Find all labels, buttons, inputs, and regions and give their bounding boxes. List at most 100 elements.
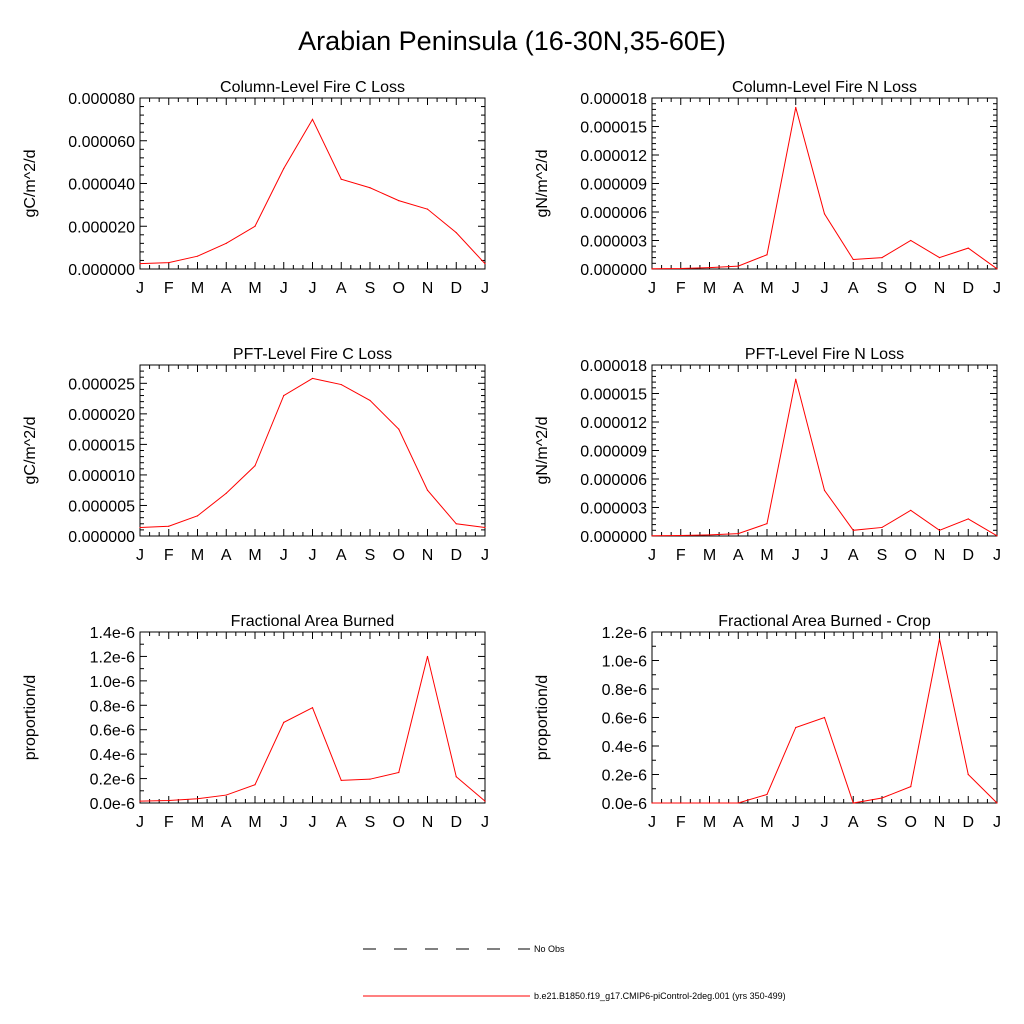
x-tick-label: N xyxy=(934,547,946,564)
y-tick-label: 1.2e-6 xyxy=(602,625,647,642)
x-tick-label: M xyxy=(248,280,261,297)
x-tick-label: S xyxy=(365,814,376,831)
y-tick-label: 0.8e-6 xyxy=(602,682,647,699)
data-point xyxy=(340,383,342,386)
x-tick-label: F xyxy=(676,814,686,831)
x-tick-label: N xyxy=(422,280,434,297)
data-point xyxy=(484,800,486,802)
x-tick-label: A xyxy=(733,814,744,831)
data-point xyxy=(766,523,768,525)
y-tick-label: 0.000009 xyxy=(580,177,647,194)
panel-title: PFT-Level Fire N Loss xyxy=(745,346,904,363)
data-point xyxy=(225,242,227,244)
y-tick-label: 0.4e-6 xyxy=(602,739,647,756)
data-point xyxy=(426,208,429,210)
data-point xyxy=(852,258,854,261)
series-line xyxy=(139,118,486,265)
x-tick-label: A xyxy=(336,280,347,297)
data-point xyxy=(938,529,941,531)
data-point xyxy=(910,239,912,242)
x-tick-label: D xyxy=(450,547,462,564)
data-point xyxy=(910,509,912,511)
x-tick-label: O xyxy=(393,814,405,831)
x-tick-label: M xyxy=(703,280,716,297)
data-point xyxy=(139,263,141,265)
data-point xyxy=(398,428,400,430)
data-point xyxy=(426,489,429,491)
x-tick-label: F xyxy=(676,547,686,564)
x-tick-label: N xyxy=(422,814,434,831)
x-tick-label: A xyxy=(221,280,232,297)
data-point xyxy=(651,535,653,537)
x-tick-label: A xyxy=(733,280,744,297)
data-point xyxy=(311,118,314,120)
data-point xyxy=(196,798,199,800)
y-tick-label: 0.000000 xyxy=(68,262,135,279)
series-line xyxy=(652,639,998,804)
data-point xyxy=(283,394,285,397)
y-tick-label: 0.2e-6 xyxy=(602,768,647,785)
x-tick-label: J xyxy=(792,814,800,831)
data-point xyxy=(766,254,768,256)
y-tick-label: 0.8e-6 xyxy=(90,698,135,715)
data-point xyxy=(680,802,682,804)
y-tick-label: 0.000000 xyxy=(68,529,135,546)
x-tick-label: D xyxy=(962,280,974,297)
x-tick-label: J xyxy=(821,547,829,564)
x-tick-label: J xyxy=(993,814,1001,831)
x-tick-label: J xyxy=(648,814,656,831)
data-point xyxy=(283,721,285,723)
y-tick-label: 1.2e-6 xyxy=(90,649,135,666)
x-tick-label: N xyxy=(422,547,434,564)
data-point xyxy=(996,535,998,537)
data-point xyxy=(737,802,739,804)
x-tick-label: J xyxy=(309,280,317,297)
plot-frame xyxy=(139,364,486,537)
data-point xyxy=(225,492,227,494)
x-tick-label: A xyxy=(221,547,232,564)
data-point xyxy=(766,793,768,796)
x-tick-label: J xyxy=(648,547,656,564)
data-point xyxy=(455,776,457,778)
data-point xyxy=(823,716,826,719)
data-point xyxy=(484,263,486,265)
data-point xyxy=(398,771,400,774)
data-point xyxy=(168,261,170,264)
y-tick-label: 0.4e-6 xyxy=(90,747,135,764)
data-point xyxy=(680,534,682,537)
x-tick-label: M xyxy=(248,547,261,564)
x-tick-label: S xyxy=(365,547,376,564)
x-tick-label: J xyxy=(993,280,1001,297)
y-tick-label: 0.0e-6 xyxy=(90,796,135,813)
y-tick-label: 0.000006 xyxy=(580,205,647,222)
data-point xyxy=(369,187,371,189)
y-tick-label: 0.000012 xyxy=(580,148,647,165)
x-tick-label: M xyxy=(760,814,773,831)
x-tick-label: O xyxy=(905,547,917,564)
y-axis-label: proportion/d xyxy=(534,675,551,760)
data-point xyxy=(369,399,371,402)
data-point xyxy=(996,268,998,270)
x-tick-label: J xyxy=(309,547,317,564)
data-point xyxy=(938,257,941,259)
x-tick-label: J xyxy=(993,547,1001,564)
y-tick-label: 0.000020 xyxy=(68,219,135,236)
y-tick-label: 0.000003 xyxy=(580,234,647,251)
data-point xyxy=(340,779,342,782)
x-tick-label: O xyxy=(393,280,405,297)
x-tick-label: O xyxy=(905,814,917,831)
y-tick-label: 0.000005 xyxy=(68,498,135,515)
x-tick-label: N xyxy=(934,280,946,297)
y-tick-label: 0.6e-6 xyxy=(602,711,647,728)
x-tick-label: M xyxy=(191,814,204,831)
y-tick-label: 0.000025 xyxy=(68,376,135,393)
series-line xyxy=(139,377,486,528)
x-tick-label: J xyxy=(792,547,800,564)
legend-obs-label: No Obs xyxy=(534,944,565,954)
y-tick-label: 0.000010 xyxy=(68,468,135,485)
